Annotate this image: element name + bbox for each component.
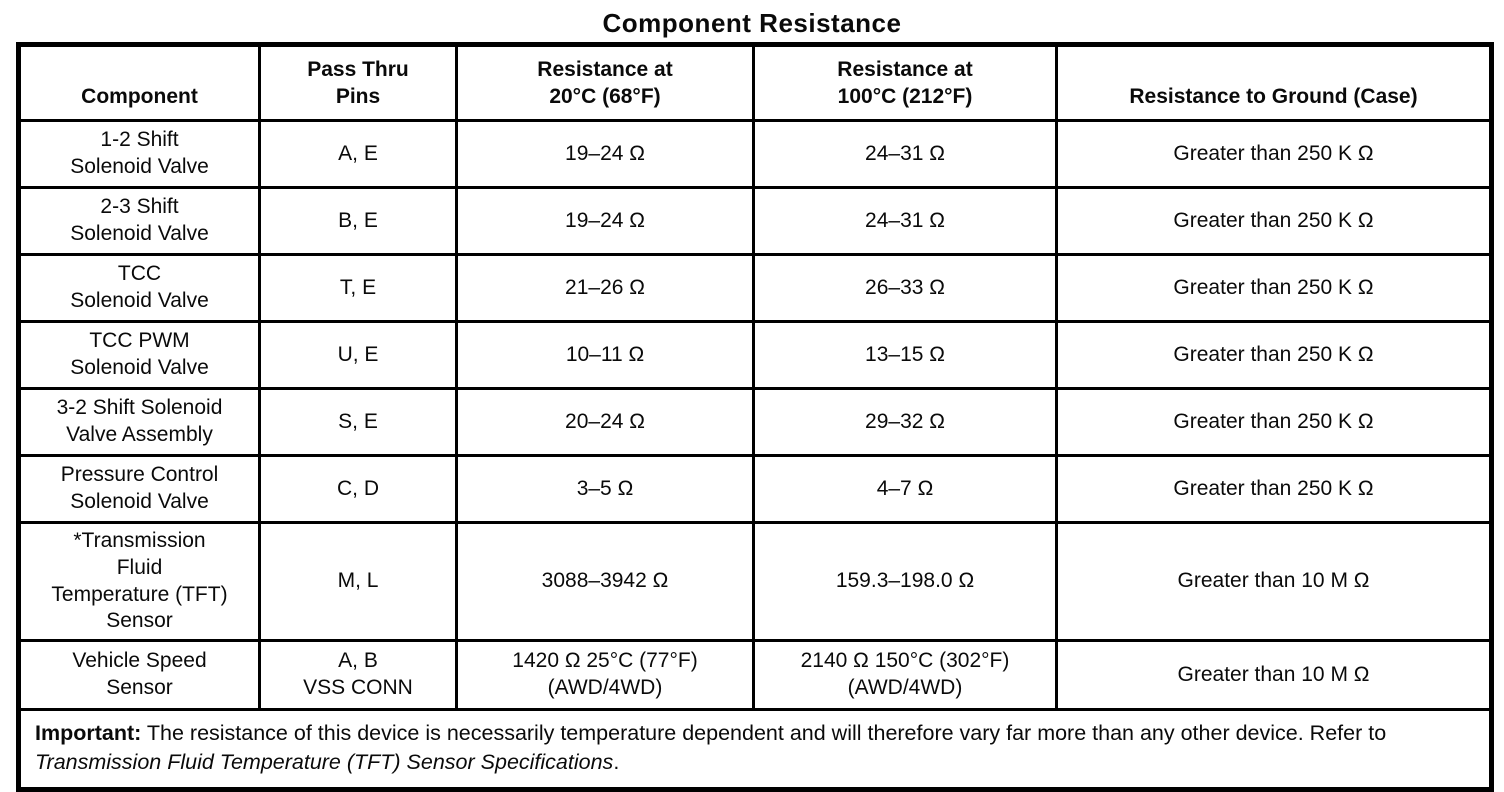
- table-row-vehicle-speed-sensor: Vehicle Speed Sensor A, B VSS CONN 1420 …: [17, 639, 1493, 711]
- table-row-tcc-solenoid: TCC Solenoid Valve T, E 21–26 Ω 26–33 Ω …: [17, 253, 1493, 323]
- important-note-label: Important:: [35, 721, 142, 745]
- cell-resistance-20c: 3–5 Ω: [455, 454, 755, 524]
- cell-component: TCC Solenoid Valve: [17, 253, 261, 323]
- cell-resistance-ground: Greater than 250 K Ω: [1055, 119, 1493, 189]
- cell-resistance-100c: 2140 Ω 150°C (302°F) (AWD/4WD): [752, 639, 1058, 711]
- cell-resistance-ground: Greater than 10 M Ω: [1055, 639, 1493, 711]
- cell-pins: C, D: [258, 454, 458, 524]
- table-row-pressure-control-solenoid: Pressure Control Solenoid Valve C, D 3–5…: [17, 454, 1493, 524]
- cell-resistance-100c: 24–31 Ω: [752, 186, 1058, 256]
- important-note-suffix: .: [613, 750, 620, 775]
- cell-resistance-20c: 20–24 Ω: [455, 387, 755, 457]
- cell-pins: S, E: [258, 387, 458, 457]
- important-note-body: The resistance of this device is necessa…: [141, 721, 1387, 745]
- important-note-reference: Transmission Fluid Temperature (TFT) Sen…: [35, 750, 614, 775]
- cell-resistance-100c: 29–32 Ω: [752, 387, 1058, 457]
- cell-resistance-100c: 159.3–198.0 Ω: [752, 521, 1058, 642]
- column-header-resistance-100c: Resistance at 100°C (212°F): [752, 43, 1058, 122]
- cell-pins: A, E: [258, 119, 458, 189]
- cell-resistance-ground: Greater than 250 K Ω: [1055, 454, 1493, 524]
- cell-component: 3-2 Shift Solenoid Valve Assembly: [17, 387, 261, 457]
- table-row-1-2-shift-solenoid: 1-2 Shift Solenoid Valve A, E 19–24 Ω 24…: [17, 119, 1493, 189]
- cell-resistance-100c: 26–33 Ω: [752, 253, 1058, 323]
- cell-component: *Transmission Fluid Temperature (TFT) Se…: [17, 521, 261, 642]
- cell-resistance-100c: 24–31 Ω: [752, 119, 1058, 189]
- cell-resistance-ground: Greater than 10 M Ω: [1055, 521, 1493, 642]
- cell-resistance-ground: Greater than 250 K Ω: [1055, 387, 1493, 457]
- table-row-3-2-shift-solenoid: 3-2 Shift Solenoid Valve Assembly S, E 2…: [17, 387, 1493, 457]
- table-row-tft-sensor: *Transmission Fluid Temperature (TFT) Se…: [17, 521, 1493, 642]
- table-row-2-3-shift-solenoid: 2-3 Shift Solenoid Valve B, E 19–24 Ω 24…: [17, 186, 1493, 256]
- cell-resistance-ground: Greater than 250 K Ω: [1055, 320, 1493, 390]
- cell-resistance-20c: 19–24 Ω: [455, 186, 755, 256]
- cell-resistance-100c: 4–7 Ω: [752, 454, 1058, 524]
- column-header-resistance-ground: Resistance to Ground (Case): [1055, 43, 1493, 122]
- cell-resistance-ground: Greater than 250 K Ω: [1055, 186, 1493, 256]
- component-resistance-table: Component Pass Thru Pins Resistance at 2…: [16, 42, 1494, 792]
- cell-resistance-20c: 10–11 Ω: [455, 320, 755, 390]
- page-title: Component Resistance: [602, 8, 902, 38]
- column-header-pass-thru-pins: Pass Thru Pins: [258, 43, 458, 122]
- header-row: Component Pass Thru Pins Resistance at 2…: [17, 43, 1493, 122]
- table-row-tcc-pwm-solenoid: TCC PWM Solenoid Valve U, E 10–11 Ω 13–1…: [17, 320, 1493, 390]
- cell-component: Pressure Control Solenoid Valve: [17, 454, 261, 524]
- cell-resistance-100c: 13–15 Ω: [752, 320, 1058, 390]
- cell-component: TCC PWM Solenoid Valve: [17, 320, 261, 390]
- cell-component: 1-2 Shift Solenoid Valve: [17, 119, 261, 189]
- cell-pins: B, E: [258, 186, 458, 256]
- column-header-component: Component: [17, 43, 261, 122]
- cell-resistance-20c: 19–24 Ω: [455, 119, 755, 189]
- cell-component: 2-3 Shift Solenoid Valve: [17, 186, 261, 256]
- cell-pins: T, E: [258, 253, 458, 323]
- important-note-row: Important: The resistance of this device…: [17, 707, 1493, 792]
- column-header-resistance-20c: Resistance at 20°C (68°F): [455, 43, 755, 122]
- cell-pins: M, L: [258, 521, 458, 642]
- cell-resistance-20c: 21–26 Ω: [455, 253, 755, 323]
- cell-resistance-ground: Greater than 250 K Ω: [1055, 253, 1493, 323]
- cell-resistance-20c: 1420 Ω 25°C (77°F) (AWD/4WD): [455, 639, 755, 711]
- cell-pins: A, B VSS CONN: [258, 639, 458, 711]
- cell-pins: U, E: [258, 320, 458, 390]
- cell-resistance-20c: 3088–3942 Ω: [455, 521, 755, 642]
- cell-component: Vehicle Speed Sensor: [17, 639, 261, 711]
- important-note: Important: The resistance of this device…: [17, 707, 1493, 792]
